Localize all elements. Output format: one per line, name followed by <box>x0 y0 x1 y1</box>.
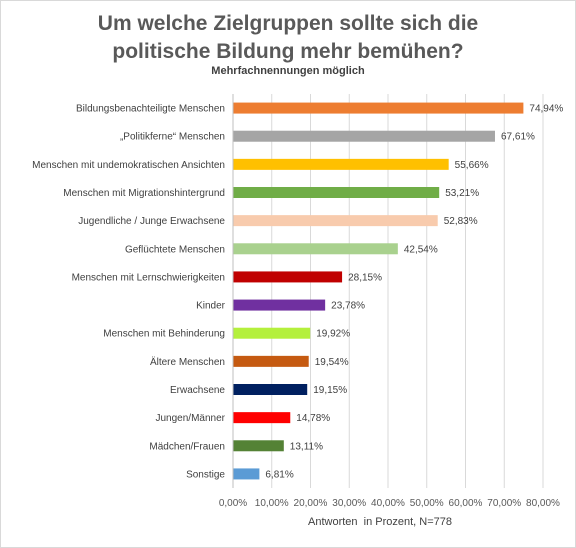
x-tick-label: 50,00% <box>410 498 444 509</box>
bar <box>233 355 309 367</box>
bar-value-label: 19,54% <box>315 357 349 368</box>
y-category-label: Mädchen/Frauen <box>149 441 225 452</box>
bar <box>233 102 524 114</box>
y-category-label: Menschen mit undemokratischen Ansichten <box>32 160 225 171</box>
bar-value-label: 28,15% <box>348 272 382 283</box>
y-category-label: Menschen mit Migrationshintergrund <box>63 188 225 199</box>
bar <box>233 243 398 255</box>
x-tick-label: 0,00% <box>219 498 247 509</box>
y-category-label: Menschen mit Behinderung <box>103 329 225 340</box>
chart-title-line-2: politische Bildung mehr bemühen? <box>112 40 464 63</box>
y-category-label: Geflüchtete Menschen <box>125 244 225 255</box>
bar-value-label: 52,83% <box>444 216 478 227</box>
x-tick-label: 40,00% <box>371 498 405 509</box>
y-category-label: Jugendliche / Junge Erwachsene <box>78 216 225 227</box>
bar <box>233 271 343 283</box>
bar-value-label: 14,78% <box>296 413 330 424</box>
y-category-label: Ältere Menschen <box>150 356 225 368</box>
bar-value-label: 55,66% <box>455 160 489 171</box>
bar-value-label: 74,94% <box>529 104 563 115</box>
bar <box>233 468 260 480</box>
y-category-label: Bildungsbenachteiligte Menschen <box>76 104 225 115</box>
chart-subtitle: Mehrfachnennungen möglich <box>211 65 365 77</box>
bar-value-label: 23,78% <box>331 301 365 312</box>
bar-value-label: 13,11% <box>290 441 323 452</box>
bar-value-label: 67,61% <box>501 132 535 143</box>
y-category-label: „Politikferne“ Menschen <box>120 132 225 143</box>
bar-value-label: 19,15% <box>313 385 347 396</box>
bar <box>233 384 308 395</box>
x-tick-label: 10,00% <box>255 498 289 509</box>
bar-value-label: 6,81% <box>265 469 293 480</box>
bar <box>233 187 440 198</box>
y-category-label: Kinder <box>196 301 226 312</box>
bar-value-label: 42,54% <box>404 244 438 255</box>
bar-value-label: 19,92% <box>316 329 350 340</box>
x-tick-label: 80,00% <box>526 498 560 509</box>
x-tick-label: 30,00% <box>332 498 366 509</box>
bar <box>233 327 311 339</box>
y-category-label: Sonstige <box>186 469 225 480</box>
bar <box>233 412 291 424</box>
bar <box>233 440 284 452</box>
bar <box>233 299 326 311</box>
y-category-label: Menschen mit Lernschwierigkeiten <box>72 272 225 283</box>
y-category-label: Erwachsene <box>170 385 225 396</box>
bar <box>233 158 449 170</box>
x-tick-label: 70,00% <box>487 498 521 509</box>
bar-value-label: 53,21% <box>445 188 479 199</box>
bar <box>233 215 438 227</box>
x-tick-label: 60,00% <box>449 498 483 509</box>
chart-title-line-1: Um welche Zielgruppen sollte sich die <box>97 12 479 35</box>
y-category-label: Jungen/Männer <box>156 413 226 424</box>
x-axis-label: Antworten in Prozent, N=778 <box>308 516 452 528</box>
x-tick-label: 20,00% <box>294 498 328 509</box>
bar <box>233 130 495 142</box>
